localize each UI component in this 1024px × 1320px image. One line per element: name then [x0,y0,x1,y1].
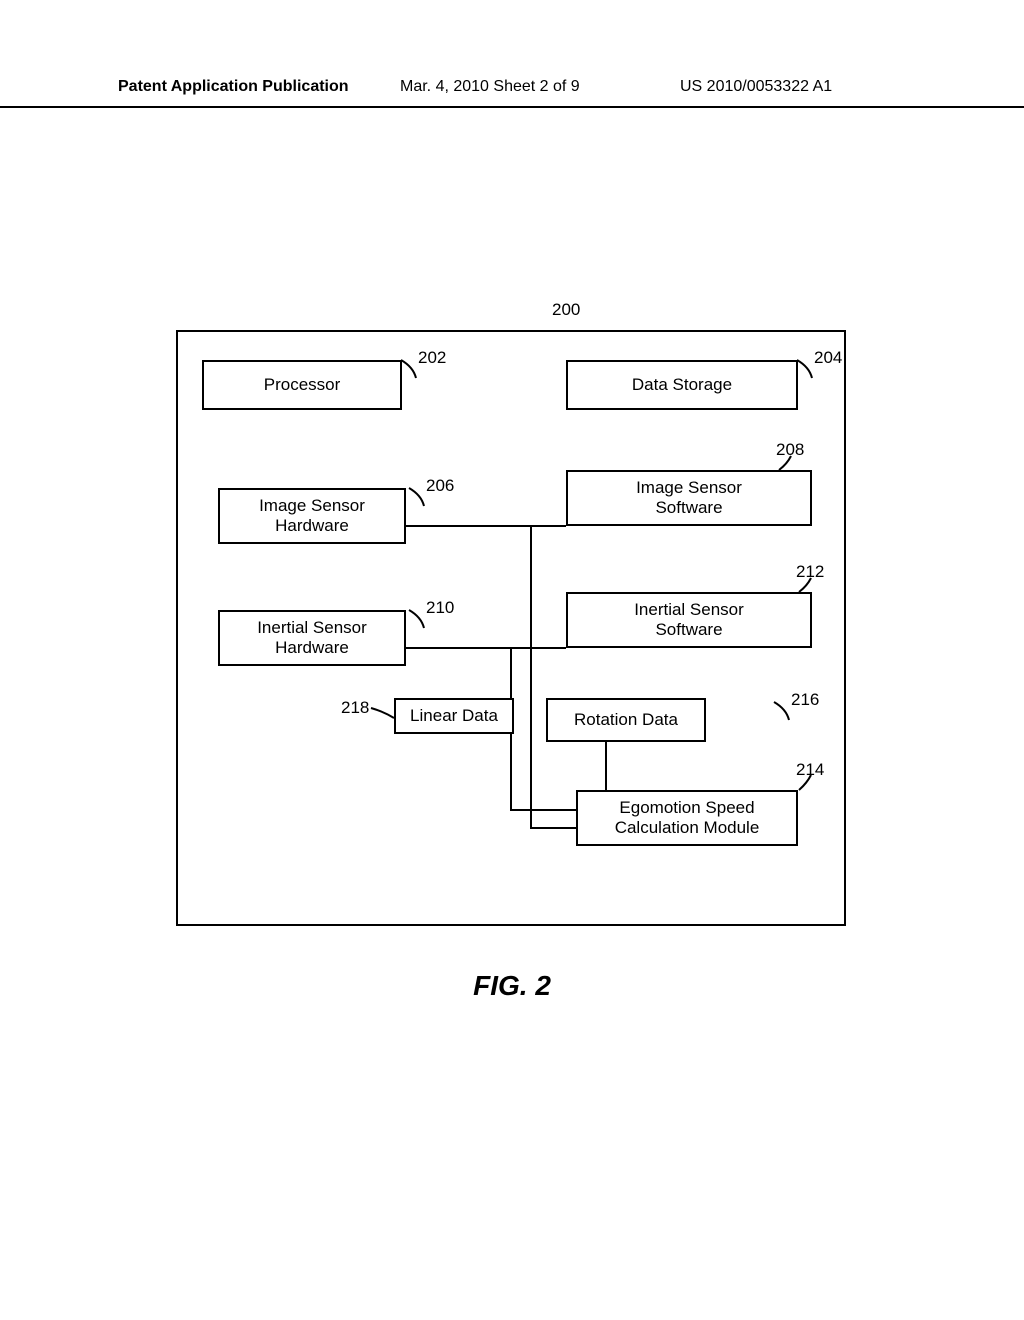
block-rotation: Rotation Data [546,698,706,742]
ref-202: 202 [418,348,446,368]
block-rotation-label: Rotation Data [574,710,678,730]
header-mid: Mar. 4, 2010 Sheet 2 of 9 [400,78,580,96]
ref-204: 204 [814,348,842,368]
block-linear: Linear Data [394,698,514,734]
block-inert-sw-label: Inertial Sensor Software [634,600,744,641]
block-ego-label: Egomotion Speed Calculation Module [615,798,760,839]
ref-218: 218 [341,698,369,718]
block-processor: Processor [202,360,402,410]
block-processor-label: Processor [264,375,341,395]
block-ego: Egomotion Speed Calculation Module [576,790,798,846]
ref-210: 210 [426,598,454,618]
block-img-sw-label: Image Sensor Software [636,478,742,519]
block-inert-hw-label: Inertial Sensor Hardware [257,618,367,659]
block-inert-sw: Inertial Sensor Software [566,592,812,648]
page: Patent Application Publication Mar. 4, 2… [0,0,1024,1320]
ref-208: 208 [776,440,804,460]
block-data-storage-label: Data Storage [632,375,732,395]
ref-212: 212 [796,562,824,582]
header-left: Patent Application Publication [118,78,349,96]
ref-200: 200 [552,300,580,320]
header-right: US 2010/0053322 A1 [680,78,832,96]
figure-2: 200 [176,300,846,301]
block-img-hw-label: Image Sensor Hardware [259,496,365,537]
block-img-sw: Image Sensor Software [566,470,812,526]
block-linear-label: Linear Data [410,706,498,726]
block-data-storage: Data Storage [566,360,798,410]
figure-caption: FIG. 2 [0,970,1024,1002]
ref-216: 216 [791,690,819,710]
page-header: Patent Application Publication Mar. 4, 2… [0,78,1024,108]
ref-214: 214 [796,760,824,780]
ref-206: 206 [426,476,454,496]
block-inert-hw: Inertial Sensor Hardware [218,610,406,666]
block-img-hw: Image Sensor Hardware [218,488,406,544]
